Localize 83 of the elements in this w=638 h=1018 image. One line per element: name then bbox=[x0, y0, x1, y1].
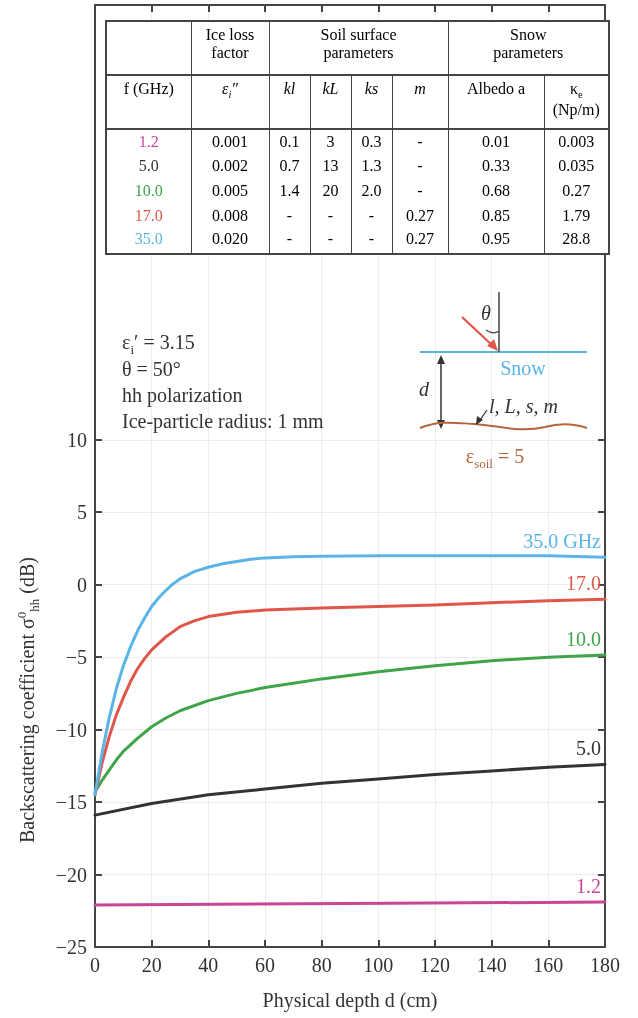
series-label: 5.0 bbox=[576, 737, 601, 760]
annotation: 0.1 bbox=[269, 129, 310, 154]
x-tick-label: 60 bbox=[255, 954, 275, 976]
annotation: Snow bbox=[500, 357, 546, 379]
annotation: ε$_{soil}$ = 5 bbox=[465, 445, 525, 471]
annotation: - bbox=[269, 229, 310, 254]
annotation: 17.0 bbox=[106, 204, 191, 229]
annotation: κ$_{e}$ (Np/m) bbox=[544, 75, 609, 129]
annotation: Ice-particle radius: 1 mm bbox=[122, 410, 324, 432]
annotation: 28.8 bbox=[544, 229, 609, 254]
annotation: 1.79 bbox=[544, 204, 609, 229]
annotation: - bbox=[269, 204, 310, 229]
annotation: - bbox=[392, 179, 448, 204]
annotation: 0.001 bbox=[191, 129, 269, 154]
annotation: 35.0 bbox=[106, 229, 191, 254]
annotation: 0.68 bbox=[448, 179, 544, 204]
annotation: 0.7 bbox=[269, 154, 310, 179]
y-tick-label: 0 bbox=[77, 573, 87, 596]
annotation: θ bbox=[481, 302, 491, 324]
annotation: m bbox=[392, 75, 448, 129]
annotation: hh polarization bbox=[122, 384, 243, 406]
annotation: 0.035 bbox=[544, 154, 609, 179]
annotation: - bbox=[392, 154, 448, 179]
annotation: 5.0 bbox=[106, 154, 191, 179]
annotation: l, L, s, m bbox=[489, 395, 558, 417]
y-tick-label: −25 bbox=[55, 936, 87, 958]
annotation: 20 bbox=[310, 179, 351, 204]
annotation: - bbox=[392, 129, 448, 154]
annotation: f (GHz) bbox=[106, 75, 191, 129]
series-label: 1.2 bbox=[576, 875, 601, 898]
y-tick-label: 5 bbox=[77, 501, 87, 524]
annotation: - bbox=[351, 204, 392, 229]
x-tick-label: 120 bbox=[420, 954, 450, 976]
series-label: 10.0 bbox=[566, 627, 601, 650]
annotation: kl bbox=[269, 75, 310, 129]
x-tick-label: 160 bbox=[533, 954, 564, 976]
y-tick-label: 10 bbox=[67, 428, 87, 451]
annotation: 1.3 bbox=[351, 154, 392, 179]
annotation: 0.95 bbox=[448, 229, 544, 254]
annotation: kL bbox=[310, 75, 351, 129]
y-tick-label: −15 bbox=[55, 791, 87, 814]
annotation: 0.33 bbox=[448, 154, 544, 179]
annotation: 10.0 bbox=[106, 179, 191, 204]
annotation: 3 bbox=[310, 129, 351, 154]
y-tick-label: −5 bbox=[65, 646, 87, 669]
annotation: - bbox=[310, 229, 351, 254]
series-label: 35.0 GHz bbox=[523, 530, 602, 553]
annotation: 0.020 bbox=[191, 229, 269, 254]
annotation: Albedo a bbox=[448, 75, 544, 129]
annotation: ε$_{i}$′ = 3.15 bbox=[122, 331, 195, 357]
annotation: 1.2 bbox=[106, 129, 191, 154]
annotation: 13 bbox=[310, 154, 351, 179]
annotation: 0.3 bbox=[351, 129, 392, 154]
annotation: 0.27 bbox=[544, 179, 609, 204]
y-tick-label: −10 bbox=[55, 718, 87, 741]
x-tick-label: 100 bbox=[363, 954, 394, 976]
annotation: d bbox=[419, 378, 429, 400]
annotation: ks bbox=[351, 75, 392, 129]
annotation: - bbox=[351, 229, 392, 254]
x-tick-label: 80 bbox=[311, 954, 332, 976]
annotation: 0.005 bbox=[191, 179, 269, 204]
x-tick-label: 20 bbox=[141, 954, 162, 976]
annotation: 1.4 bbox=[269, 179, 310, 204]
y-tick-label: −20 bbox=[55, 863, 87, 886]
x-tick-label: 40 bbox=[198, 954, 219, 976]
annotation: Snow parameters bbox=[448, 21, 609, 75]
annotation: - bbox=[310, 204, 351, 229]
x-tick-label: 180 bbox=[590, 954, 620, 976]
annotation: ε$_{i}$″ bbox=[191, 75, 269, 129]
annotation: 0.27 bbox=[392, 204, 448, 229]
x-axis-title: Physical depth d (cm) bbox=[262, 989, 438, 1011]
x-tick-label: 140 bbox=[476, 954, 507, 976]
series-label: 17.0 bbox=[566, 572, 601, 595]
annotation: 0.85 bbox=[448, 204, 544, 229]
annotation: 0.003 bbox=[544, 129, 609, 154]
annotation: 0.27 bbox=[392, 229, 448, 254]
annotation: θ = 50° bbox=[122, 358, 181, 380]
annotation: 0.002 bbox=[191, 154, 269, 179]
annotation: Ice loss factor bbox=[191, 21, 269, 75]
annotation: 0.01 bbox=[448, 129, 544, 154]
annotation: Soil surface parameters bbox=[269, 21, 448, 75]
annotation: 2.0 bbox=[351, 179, 392, 204]
annotation: 0.008 bbox=[191, 204, 269, 229]
